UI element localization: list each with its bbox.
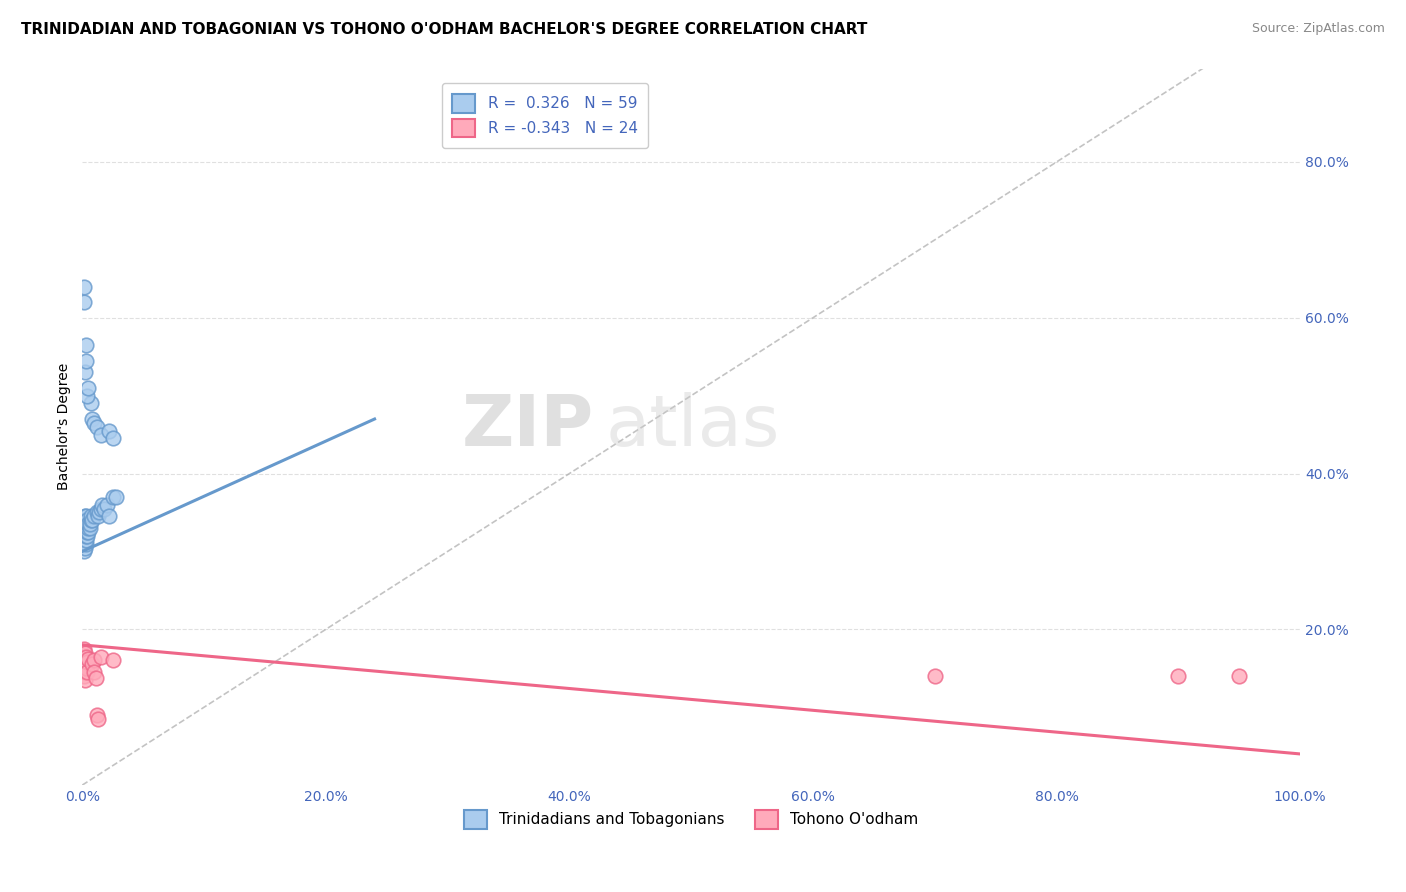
Point — [96, 498, 118, 512]
Point — [73, 541, 96, 555]
Text: atlas: atlas — [606, 392, 780, 461]
Point — [80, 513, 103, 527]
Point — [1227, 669, 1250, 683]
Point — [84, 671, 107, 685]
Point — [90, 649, 112, 664]
Point — [83, 509, 105, 524]
Point — [75, 517, 97, 532]
Point — [76, 665, 98, 680]
Point — [73, 521, 96, 535]
Point — [73, 673, 96, 687]
Point — [72, 295, 94, 310]
Point — [98, 509, 121, 524]
Point — [79, 517, 101, 532]
Point — [73, 533, 96, 547]
Point — [77, 381, 100, 395]
Point — [75, 649, 97, 664]
Point — [76, 524, 98, 539]
Point — [101, 653, 124, 667]
Point — [101, 432, 124, 446]
Point — [87, 712, 110, 726]
Point — [75, 536, 97, 550]
Point — [75, 509, 97, 524]
Point — [90, 498, 112, 512]
Point — [73, 524, 96, 539]
Point — [86, 506, 108, 520]
Point — [83, 653, 105, 667]
Point — [72, 653, 94, 667]
Point — [76, 517, 98, 532]
Point — [80, 509, 103, 524]
Point — [73, 657, 96, 672]
Point — [75, 513, 97, 527]
Point — [72, 544, 94, 558]
Point — [73, 509, 96, 524]
Point — [80, 513, 103, 527]
Point — [105, 490, 128, 504]
Point — [72, 521, 94, 535]
Point — [76, 389, 98, 403]
Point — [80, 396, 103, 410]
Point — [73, 365, 96, 379]
Point — [80, 657, 103, 672]
Point — [77, 524, 100, 539]
Point — [72, 641, 94, 656]
Point — [76, 521, 98, 535]
Text: ZIP: ZIP — [461, 392, 593, 461]
Point — [98, 424, 121, 438]
Point — [72, 536, 94, 550]
Point — [75, 533, 97, 547]
Point — [75, 529, 97, 543]
Point — [75, 353, 97, 368]
Point — [76, 655, 98, 669]
Point — [72, 524, 94, 539]
Point — [75, 524, 97, 539]
Point — [83, 665, 105, 680]
Point — [73, 529, 96, 543]
Point — [90, 501, 112, 516]
Point — [73, 513, 96, 527]
Point — [77, 652, 100, 666]
Point — [75, 661, 97, 675]
Point — [86, 419, 108, 434]
Point — [1167, 669, 1189, 683]
Point — [90, 427, 112, 442]
Point — [72, 661, 94, 675]
Point — [75, 338, 97, 352]
Point — [83, 416, 105, 430]
Y-axis label: Bachelor's Degree: Bachelor's Degree — [58, 363, 72, 491]
Point — [72, 279, 94, 293]
Point — [924, 669, 946, 683]
Point — [72, 669, 94, 683]
Point — [73, 646, 96, 660]
Point — [93, 501, 115, 516]
Point — [80, 412, 103, 426]
Text: Source: ZipAtlas.com: Source: ZipAtlas.com — [1251, 22, 1385, 36]
Text: TRINIDADIAN AND TOBAGONIAN VS TOHONO O'ODHAM BACHELOR'S DEGREE CORRELATION CHART: TRINIDADIAN AND TOBAGONIAN VS TOHONO O'O… — [21, 22, 868, 37]
Point — [86, 708, 108, 723]
Point — [73, 665, 96, 680]
Point — [79, 521, 101, 535]
Point — [76, 529, 98, 543]
Point — [87, 509, 110, 524]
Point — [89, 506, 111, 520]
Point — [75, 521, 97, 535]
Point — [77, 517, 100, 532]
Point — [101, 490, 124, 504]
Point — [76, 513, 98, 527]
Point — [72, 517, 94, 532]
Point — [72, 529, 94, 543]
Point — [77, 521, 100, 535]
Legend: Trinidadians and Tobagonians, Tohono O'odham: Trinidadians and Tobagonians, Tohono O'o… — [458, 804, 925, 835]
